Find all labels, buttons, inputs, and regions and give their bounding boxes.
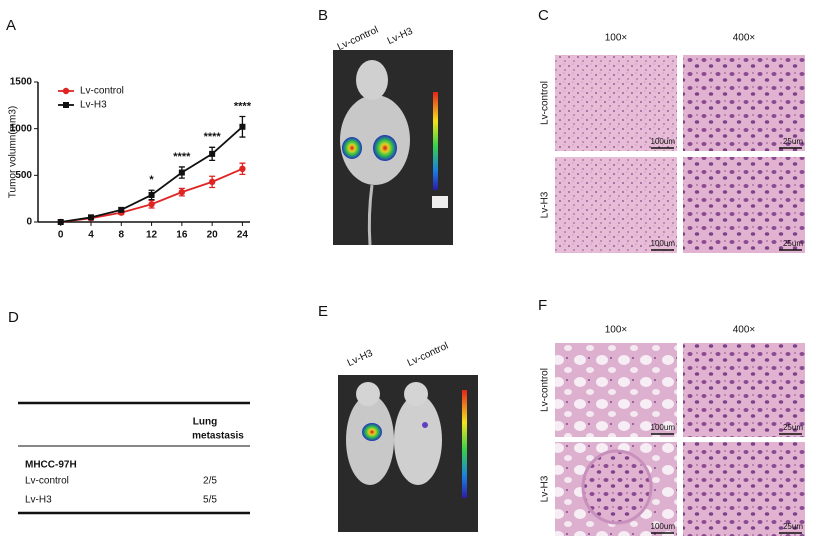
x-tick-label: 16 bbox=[176, 230, 188, 241]
panel-label: C bbox=[538, 7, 549, 24]
x-tick-label: 12 bbox=[146, 230, 158, 241]
significance-label: * bbox=[149, 174, 154, 186]
scale-bar-label: 25um bbox=[783, 423, 803, 432]
data-point bbox=[208, 178, 216, 186]
table-cell: Lv-control bbox=[25, 476, 69, 487]
micrograph bbox=[683, 442, 805, 536]
y-tick-label: 1000 bbox=[10, 123, 33, 134]
data-point bbox=[148, 201, 155, 208]
significance-label: **** bbox=[173, 151, 191, 163]
data-point bbox=[148, 191, 155, 198]
scale-bar-label: 25um bbox=[783, 239, 803, 248]
table-cell: 5/5 bbox=[203, 495, 217, 506]
significance-label: **** bbox=[204, 131, 222, 143]
row-label: Lv-H3 bbox=[540, 191, 551, 218]
micrograph bbox=[555, 55, 677, 151]
scale-bar-label: 25um bbox=[783, 137, 803, 146]
table-group: MHCC-97H bbox=[25, 460, 77, 471]
bli-label: Lv-H3 bbox=[346, 348, 375, 369]
bli-label: Lv-H3 bbox=[386, 26, 415, 47]
micrograph bbox=[683, 343, 805, 437]
panel-label: B bbox=[318, 7, 328, 24]
scale-bar-label: 25um bbox=[783, 522, 803, 531]
y-axis-label: Tumor volumn(mm3) bbox=[8, 106, 19, 198]
data-point bbox=[209, 150, 216, 157]
legend-label: Lv-H3 bbox=[80, 100, 107, 111]
table-cell: 2/5 bbox=[203, 476, 217, 487]
table-header: Lung bbox=[193, 417, 217, 428]
data-point bbox=[239, 123, 246, 130]
x-tick-label: 4 bbox=[88, 230, 94, 241]
micrograph bbox=[555, 157, 677, 253]
x-tick-label: 8 bbox=[119, 230, 125, 241]
x-tick-label: 20 bbox=[207, 230, 219, 241]
panel-label: F bbox=[538, 297, 547, 314]
bli-label: Lv-control bbox=[406, 341, 450, 370]
row-label: Lv-control bbox=[540, 81, 551, 125]
column-label: 100× bbox=[605, 325, 628, 336]
data-point bbox=[178, 188, 186, 196]
table-cell: Lv-H3 bbox=[25, 495, 52, 506]
scale-bar-label: 100um bbox=[651, 522, 676, 531]
legend-marker bbox=[62, 87, 70, 95]
column-label: 400× bbox=[733, 325, 756, 336]
micrograph bbox=[555, 343, 677, 437]
data-point bbox=[57, 219, 64, 225]
data-point bbox=[178, 169, 185, 176]
micrograph bbox=[683, 157, 805, 253]
scale-bar-label: 100um bbox=[651, 137, 676, 146]
y-tick-label: 1500 bbox=[10, 77, 33, 88]
bioluminescence-image bbox=[338, 375, 478, 532]
significance-label: **** bbox=[234, 100, 252, 112]
bioluminescence-image bbox=[333, 50, 453, 246]
table-header: metastasis bbox=[192, 431, 244, 442]
legend-marker bbox=[63, 102, 69, 108]
row-label: Lv-control bbox=[540, 368, 551, 412]
histology: 100× 400× Lv-control 100um 25um Lv-H3 100um 25u… bbox=[540, 33, 805, 536]
panel-labels: A B C D E F bbox=[6, 7, 549, 326]
x-tick-label: 24 bbox=[237, 230, 249, 241]
data-point bbox=[88, 214, 94, 221]
row-label: Lv-H3 bbox=[540, 475, 551, 502]
data-point bbox=[118, 206, 125, 213]
micrograph bbox=[683, 55, 805, 151]
panel-label: E bbox=[318, 303, 328, 320]
column-label: 400× bbox=[733, 33, 756, 44]
chart: Tumor volumn(mm3) 0 500 1000 1500 0 4 8 12 16 20 24… bbox=[8, 77, 252, 241]
tumor-nodule bbox=[581, 449, 653, 525]
column-label: 100× bbox=[605, 33, 628, 44]
x-tick-label: 0 bbox=[58, 230, 64, 241]
legend-label: Lv-control bbox=[80, 86, 124, 97]
y-tick-label: 500 bbox=[15, 170, 32, 181]
y-tick-label: 0 bbox=[26, 217, 32, 228]
data-point bbox=[239, 165, 246, 172]
bli-label: Lv-control bbox=[336, 25, 380, 54]
scale-bar-label: 100um bbox=[651, 239, 676, 248]
table: Lung metastasis MHCC-97H Lv-control 2/5 … bbox=[18, 401, 250, 515]
panel-label: D bbox=[8, 309, 19, 326]
scale-bar-label: 100um bbox=[651, 423, 676, 432]
panel-label: A bbox=[6, 17, 16, 34]
